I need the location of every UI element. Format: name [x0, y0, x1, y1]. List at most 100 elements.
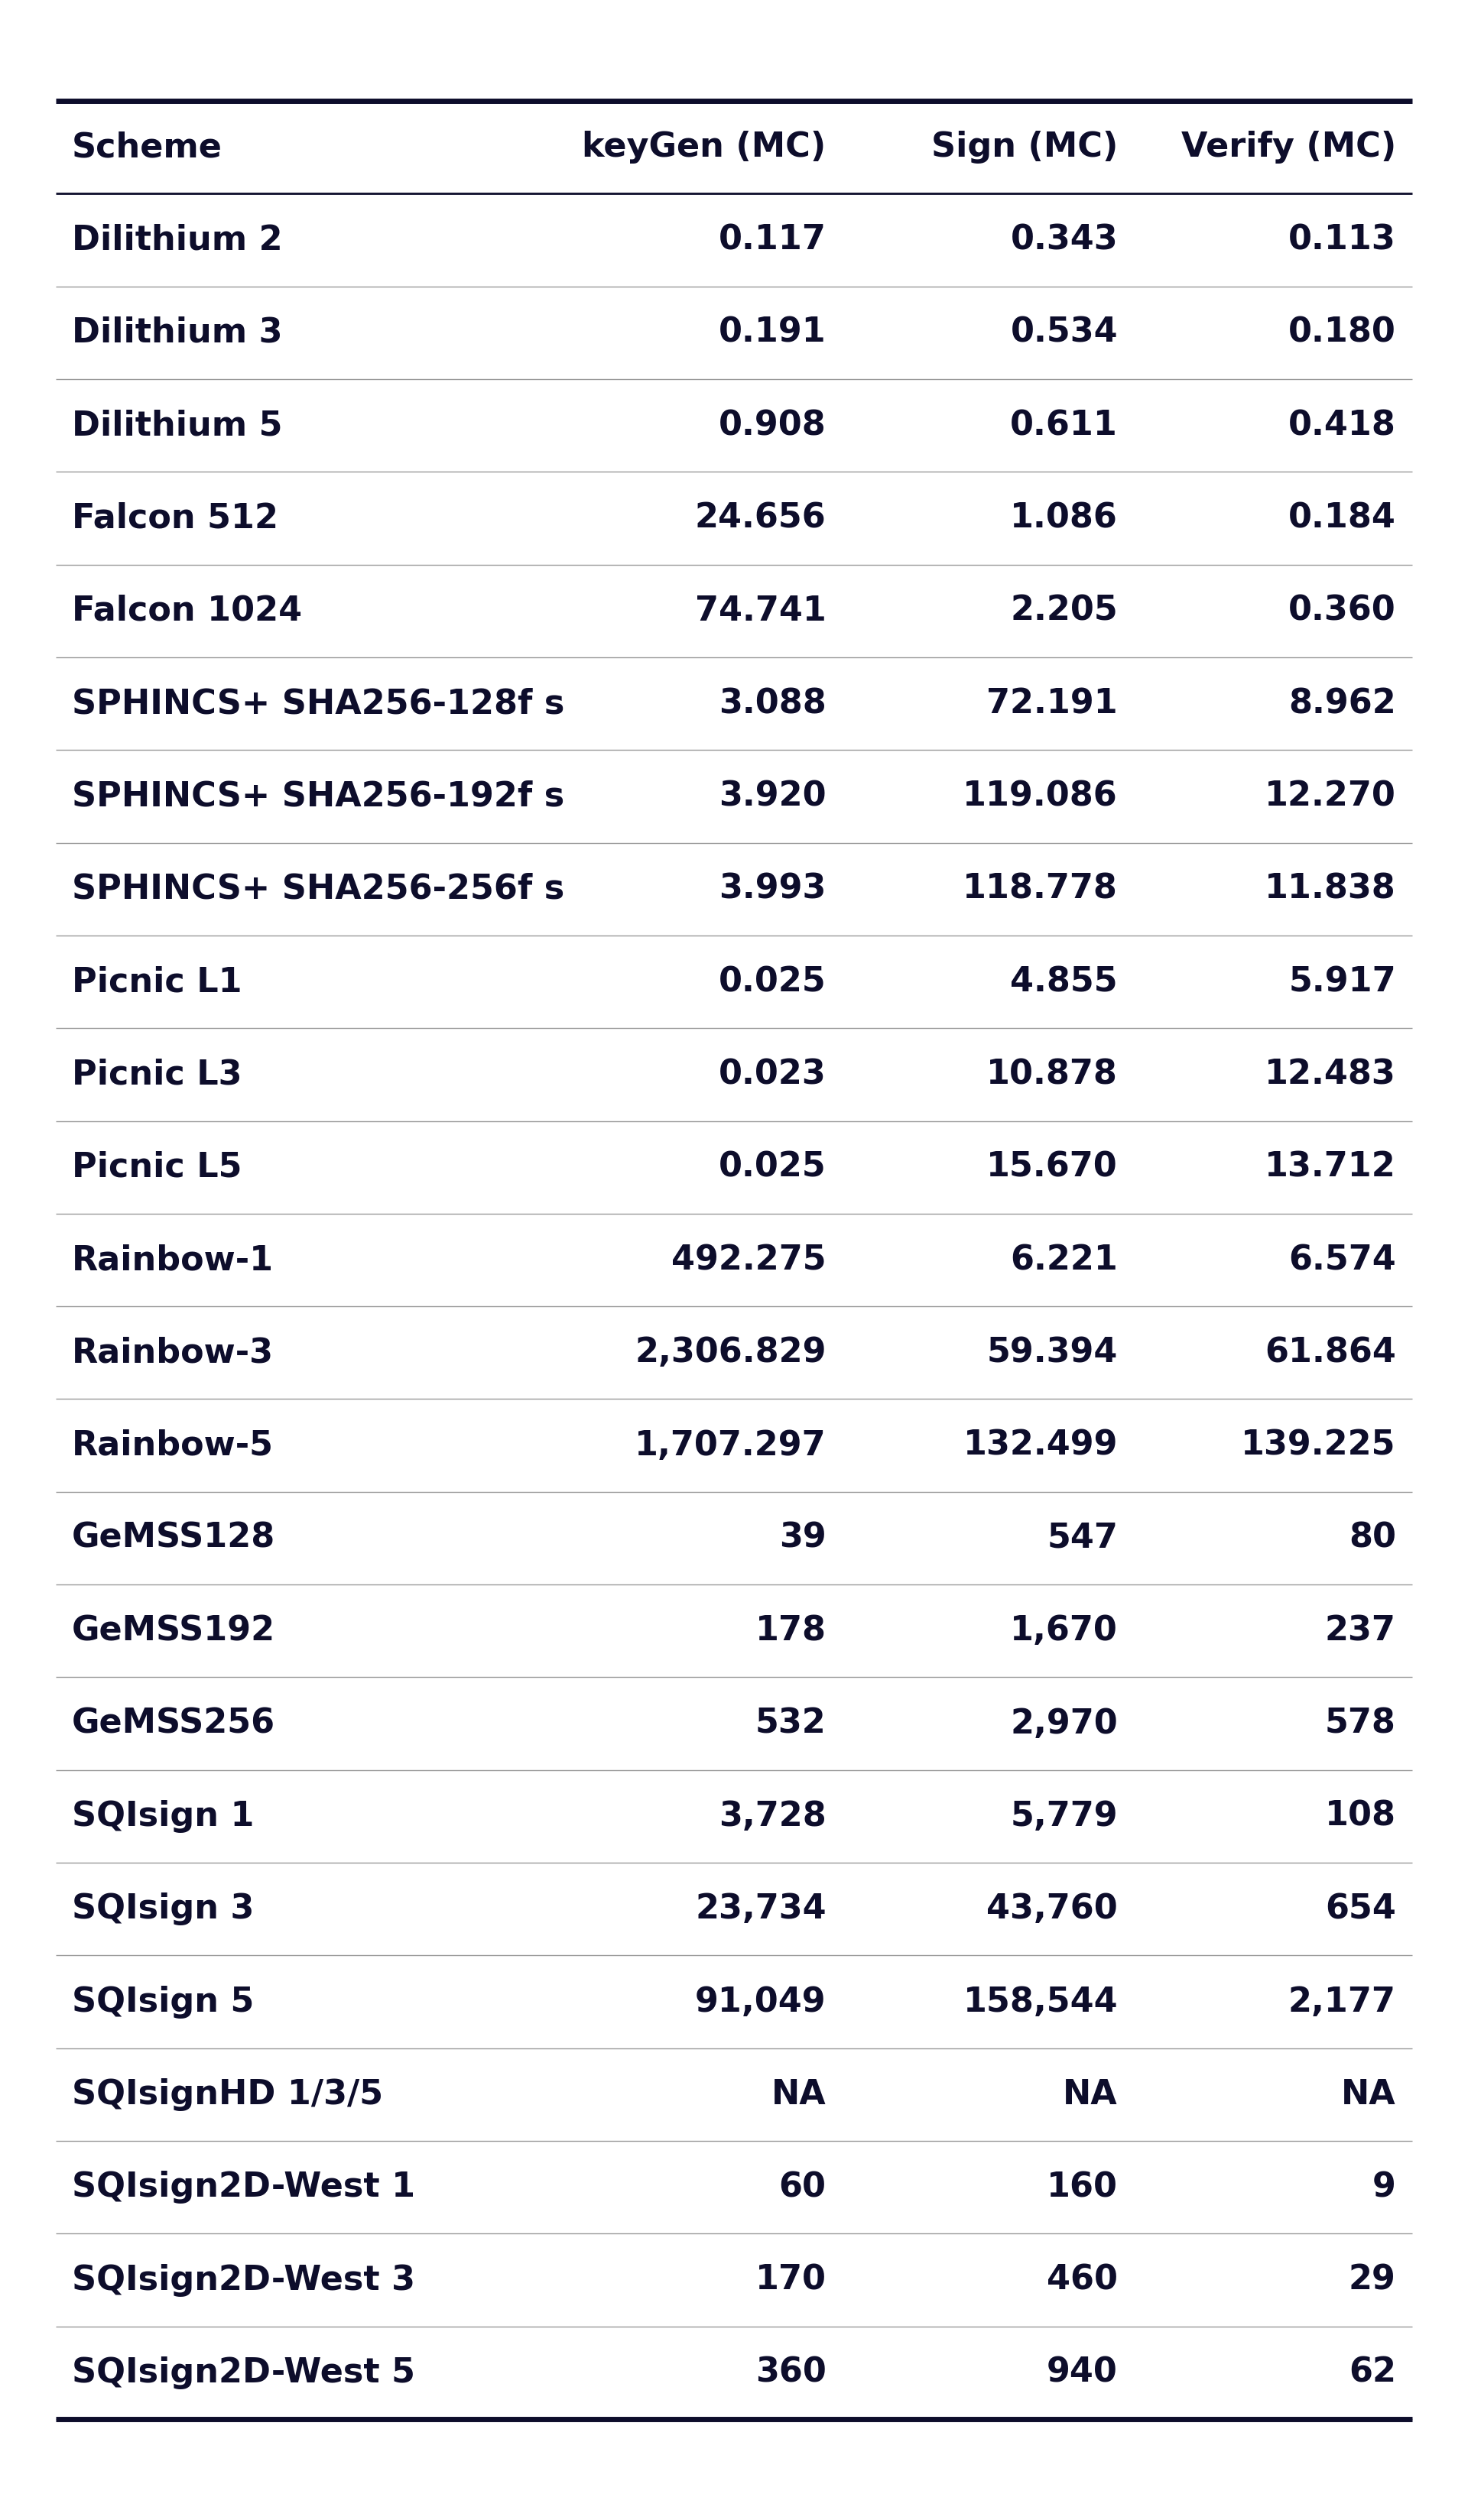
- Text: NA: NA: [1063, 2079, 1117, 2112]
- Text: 547: 547: [1047, 1522, 1117, 1555]
- Text: Dilithium 2: Dilithium 2: [72, 224, 283, 257]
- Text: 108: 108: [1324, 1799, 1396, 1832]
- Text: 4.855: 4.855: [1010, 965, 1117, 998]
- Text: 940: 940: [1047, 2356, 1117, 2389]
- Text: GeMSS128: GeMSS128: [72, 1522, 276, 1555]
- Text: Sign (MC): Sign (MC): [931, 131, 1117, 164]
- Text: 3.993: 3.993: [719, 872, 826, 905]
- Text: 1,707.297: 1,707.297: [634, 1429, 826, 1462]
- Text: 0.184: 0.184: [1289, 501, 1396, 534]
- Text: 0.025: 0.025: [719, 965, 826, 998]
- Text: 360: 360: [755, 2356, 826, 2389]
- Text: 0.025: 0.025: [719, 1152, 826, 1184]
- Text: 3,728: 3,728: [719, 1799, 826, 1832]
- Text: 2,177: 2,177: [1289, 1986, 1396, 2019]
- Text: 460: 460: [1047, 2263, 1117, 2296]
- Text: 132.499: 132.499: [963, 1429, 1117, 1462]
- Text: keyGen (MC): keyGen (MC): [583, 131, 826, 164]
- Text: 139.225: 139.225: [1240, 1429, 1396, 1462]
- Text: 2,970: 2,970: [1010, 1706, 1117, 1741]
- Text: SPHINCS+ SHA256-128f s: SPHINCS+ SHA256-128f s: [72, 688, 565, 721]
- Text: 0.611: 0.611: [1010, 408, 1117, 441]
- Text: 29: 29: [1349, 2263, 1396, 2296]
- Text: 0.117: 0.117: [718, 224, 826, 257]
- Text: 178: 178: [755, 1615, 826, 1648]
- Text: 8.962: 8.962: [1289, 688, 1396, 721]
- Text: Picnic L3: Picnic L3: [72, 1058, 242, 1091]
- Text: SQIsign 3: SQIsign 3: [72, 1893, 254, 1925]
- Text: 10.878: 10.878: [986, 1058, 1117, 1091]
- Text: Verify (MC): Verify (MC): [1180, 131, 1396, 164]
- Text: Rainbow-3: Rainbow-3: [72, 1336, 275, 1368]
- Text: 0.908: 0.908: [719, 408, 826, 441]
- Text: NA: NA: [771, 2079, 826, 2112]
- Text: NA: NA: [1342, 2079, 1396, 2112]
- Text: GeMSS256: GeMSS256: [72, 1706, 276, 1741]
- Text: 119.086: 119.086: [963, 779, 1117, 814]
- Text: 59.394: 59.394: [986, 1336, 1117, 1368]
- Text: 118.778: 118.778: [963, 872, 1117, 905]
- Text: 0.023: 0.023: [719, 1058, 826, 1091]
- Text: 1.086: 1.086: [1010, 501, 1117, 534]
- Text: 492.275: 492.275: [671, 1242, 826, 1278]
- Text: 1,670: 1,670: [1010, 1615, 1117, 1648]
- Text: 80: 80: [1349, 1522, 1396, 1555]
- Text: 3.088: 3.088: [719, 688, 826, 721]
- Text: Falcon 1024: Falcon 1024: [72, 595, 302, 627]
- Text: 61.864: 61.864: [1264, 1336, 1396, 1368]
- Text: 0.113: 0.113: [1289, 224, 1396, 257]
- Text: GeMSS192: GeMSS192: [72, 1615, 276, 1648]
- Text: 13.712: 13.712: [1264, 1152, 1396, 1184]
- Text: Falcon 512: Falcon 512: [72, 501, 279, 534]
- Text: SPHINCS+ SHA256-192f s: SPHINCS+ SHA256-192f s: [72, 779, 565, 814]
- Text: 74.741: 74.741: [694, 595, 826, 627]
- Text: 2,306.829: 2,306.829: [634, 1336, 826, 1368]
- Text: Dilithium 5: Dilithium 5: [72, 408, 283, 441]
- Text: 43,760: 43,760: [986, 1893, 1117, 1925]
- Text: 2.205: 2.205: [1010, 595, 1117, 627]
- Text: 0.418: 0.418: [1289, 408, 1396, 441]
- Text: 0.360: 0.360: [1289, 595, 1396, 627]
- Text: 9: 9: [1373, 2170, 1396, 2205]
- Text: 6.221: 6.221: [1010, 1242, 1117, 1278]
- Text: 532: 532: [756, 1706, 826, 1741]
- Text: Dilithium 3: Dilithium 3: [72, 315, 283, 350]
- Text: SQIsign 5: SQIsign 5: [72, 1986, 254, 2019]
- Text: 12.270: 12.270: [1264, 779, 1396, 814]
- Text: 0.191: 0.191: [719, 315, 826, 350]
- Text: SQIsign 1: SQIsign 1: [72, 1799, 254, 1832]
- Text: SPHINCS+ SHA256-256f s: SPHINCS+ SHA256-256f s: [72, 872, 565, 905]
- Text: SQIsign2D-West 5: SQIsign2D-West 5: [72, 2356, 415, 2389]
- Text: 5,779: 5,779: [1010, 1799, 1117, 1832]
- Text: 160: 160: [1047, 2170, 1117, 2205]
- Text: 62: 62: [1349, 2356, 1396, 2389]
- Text: 15.670: 15.670: [986, 1152, 1117, 1184]
- Text: 0.534: 0.534: [1010, 315, 1117, 350]
- Text: 60: 60: [780, 2170, 826, 2205]
- Text: SQIsign2D-West 3: SQIsign2D-West 3: [72, 2263, 415, 2296]
- Text: Rainbow-5: Rainbow-5: [72, 1429, 275, 1462]
- Text: 24.656: 24.656: [694, 501, 826, 534]
- Text: 72.191: 72.191: [986, 688, 1117, 721]
- Text: Picnic L1: Picnic L1: [72, 965, 242, 998]
- Text: 39: 39: [780, 1522, 826, 1555]
- Text: Rainbow-1: Rainbow-1: [72, 1242, 275, 1278]
- Text: 0.180: 0.180: [1289, 315, 1396, 350]
- Text: 11.838: 11.838: [1264, 872, 1396, 905]
- Text: 237: 237: [1326, 1615, 1396, 1648]
- Text: 5.917: 5.917: [1289, 965, 1396, 998]
- Text: Picnic L5: Picnic L5: [72, 1152, 242, 1184]
- Text: 12.483: 12.483: [1264, 1058, 1396, 1091]
- Text: 23,734: 23,734: [694, 1893, 826, 1925]
- Text: SQIsign2D-West 1: SQIsign2D-West 1: [72, 2170, 415, 2205]
- Text: 3.920: 3.920: [719, 779, 826, 814]
- Text: SQIsignHD 1/3/5: SQIsignHD 1/3/5: [72, 2079, 383, 2112]
- Text: 578: 578: [1326, 1706, 1396, 1741]
- Text: 91,049: 91,049: [694, 1986, 826, 2019]
- Text: 170: 170: [755, 2263, 826, 2296]
- Text: 158,544: 158,544: [963, 1986, 1117, 2019]
- Text: 6.574: 6.574: [1289, 1242, 1396, 1278]
- Text: 654: 654: [1326, 1893, 1396, 1925]
- Text: 0.343: 0.343: [1010, 224, 1117, 257]
- Text: Scheme: Scheme: [72, 131, 223, 164]
